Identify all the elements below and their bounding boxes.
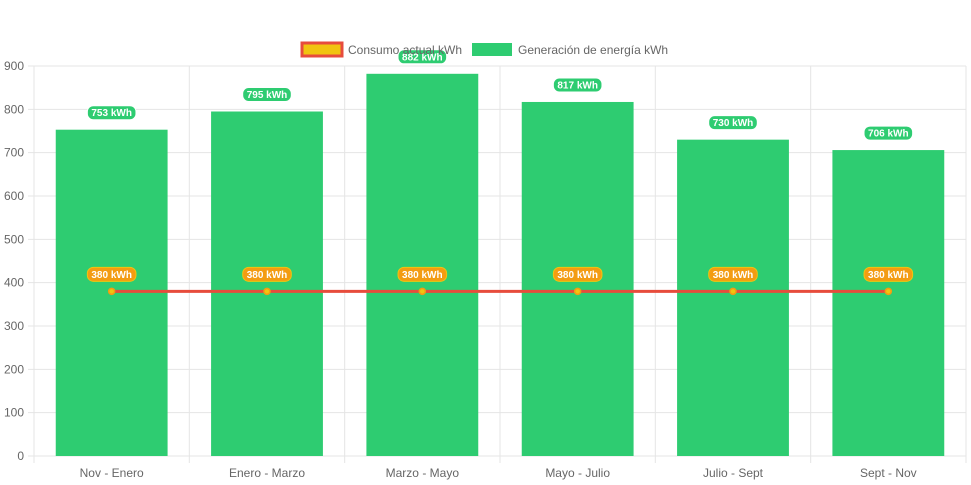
data-label-text: 380 kWh bbox=[402, 270, 443, 281]
y-tick-label: 600 bbox=[4, 189, 24, 203]
data-label-badge bbox=[552, 77, 603, 93]
data-label-generation: 753 kWh bbox=[86, 105, 137, 121]
legend-swatch-generation[interactable] bbox=[472, 43, 512, 56]
consumption-line bbox=[107, 287, 893, 296]
generation-bars bbox=[55, 73, 945, 457]
bar-generation[interactable] bbox=[366, 73, 479, 457]
data-label-consumption: 380 kWh bbox=[552, 266, 603, 282]
data-label-text: 753 kWh bbox=[91, 108, 132, 119]
chart-grid bbox=[28, 65, 967, 463]
data-label-generation: 882 kWh bbox=[397, 49, 448, 65]
data-label-generation: 795 kWh bbox=[242, 87, 292, 102]
data-label-text: 817 kWh bbox=[557, 80, 598, 91]
x-tick-label: Julio - Sept bbox=[703, 466, 764, 480]
data-label-generation: 706 kWh bbox=[863, 125, 914, 141]
data-label-badge bbox=[863, 125, 914, 141]
x-tick-label: Nov - Enero bbox=[80, 466, 144, 480]
y-tick-label: 500 bbox=[4, 232, 24, 246]
data-label-badge bbox=[397, 49, 448, 65]
data-label-badge bbox=[242, 87, 292, 102]
bar-generation[interactable] bbox=[832, 150, 945, 457]
legend-swatch-consumption[interactable] bbox=[300, 41, 344, 58]
y-tick-label: 0 bbox=[17, 449, 24, 463]
consumption-point[interactable] bbox=[884, 287, 893, 296]
data-label-badge bbox=[708, 115, 758, 131]
data-label-consumption: 380 kWh bbox=[86, 266, 137, 282]
legend-label-consumption[interactable]: Consumo actual kWh bbox=[348, 43, 462, 57]
data-labels: 753 kWh 795 kWh 882 kWh 817 kWh 730 kWh 706 k… bbox=[86, 49, 914, 282]
data-label-badge bbox=[86, 266, 137, 282]
data-label-badge bbox=[708, 266, 758, 282]
consumption-point[interactable] bbox=[107, 287, 116, 296]
x-tick-label: Enero - Marzo bbox=[229, 466, 305, 480]
consumption-point[interactable] bbox=[573, 287, 582, 296]
data-label-consumption: 380 kWh bbox=[708, 266, 758, 282]
data-label-badge bbox=[863, 266, 914, 282]
data-label-generation: 730 kWh bbox=[708, 115, 758, 131]
consumption-point[interactable] bbox=[729, 287, 737, 296]
data-label-consumption: 380 kWh bbox=[242, 266, 292, 282]
y-tick-label: 300 bbox=[4, 319, 24, 333]
data-label-text: 380 kWh bbox=[91, 270, 132, 281]
x-tick-label: Sept - Nov bbox=[860, 466, 917, 480]
data-label-text: 380 kWh bbox=[247, 270, 288, 281]
y-tick-label: 400 bbox=[4, 276, 24, 290]
x-tick-label: Marzo - Mayo bbox=[386, 466, 460, 480]
chart-axes: 0 100 200 300 400 500 600 700 800 900 Nov - Enero E… bbox=[4, 59, 917, 480]
y-tick-label: 800 bbox=[4, 102, 24, 116]
x-tick-label: Mayo - Julio bbox=[545, 466, 610, 480]
consumption-point[interactable] bbox=[418, 287, 427, 296]
bar-generation[interactable] bbox=[211, 111, 323, 457]
consumption-point[interactable] bbox=[263, 287, 271, 296]
y-tick-label: 700 bbox=[4, 146, 24, 160]
data-label-text: 706 kWh bbox=[868, 129, 909, 140]
y-tick-label: 200 bbox=[4, 362, 24, 376]
data-label-badge bbox=[397, 266, 448, 282]
bar-generation[interactable] bbox=[677, 139, 789, 456]
data-label-text: 380 kWh bbox=[713, 270, 754, 281]
data-label-badge bbox=[552, 266, 603, 282]
data-label-generation: 817 kWh bbox=[552, 77, 603, 93]
y-tick-label: 100 bbox=[4, 406, 24, 420]
data-label-text: 380 kWh bbox=[868, 270, 909, 281]
data-label-badge bbox=[86, 105, 137, 121]
data-label-badge bbox=[242, 266, 292, 282]
data-label-text: 795 kWh bbox=[247, 90, 288, 101]
data-label-consumption: 380 kWh bbox=[863, 266, 914, 282]
data-label-text: 730 kWh bbox=[713, 118, 754, 129]
chart-legend: Consumo actual kWh Generación de energía… bbox=[300, 41, 668, 58]
data-label-text: 882 kWh bbox=[402, 52, 443, 63]
data-label-consumption: 380 kWh bbox=[397, 266, 448, 282]
legend-label-generation[interactable]: Generación de energía kWh bbox=[518, 43, 668, 57]
data-label-text: 380 kWh bbox=[557, 270, 598, 281]
y-tick-label: 900 bbox=[4, 59, 24, 73]
